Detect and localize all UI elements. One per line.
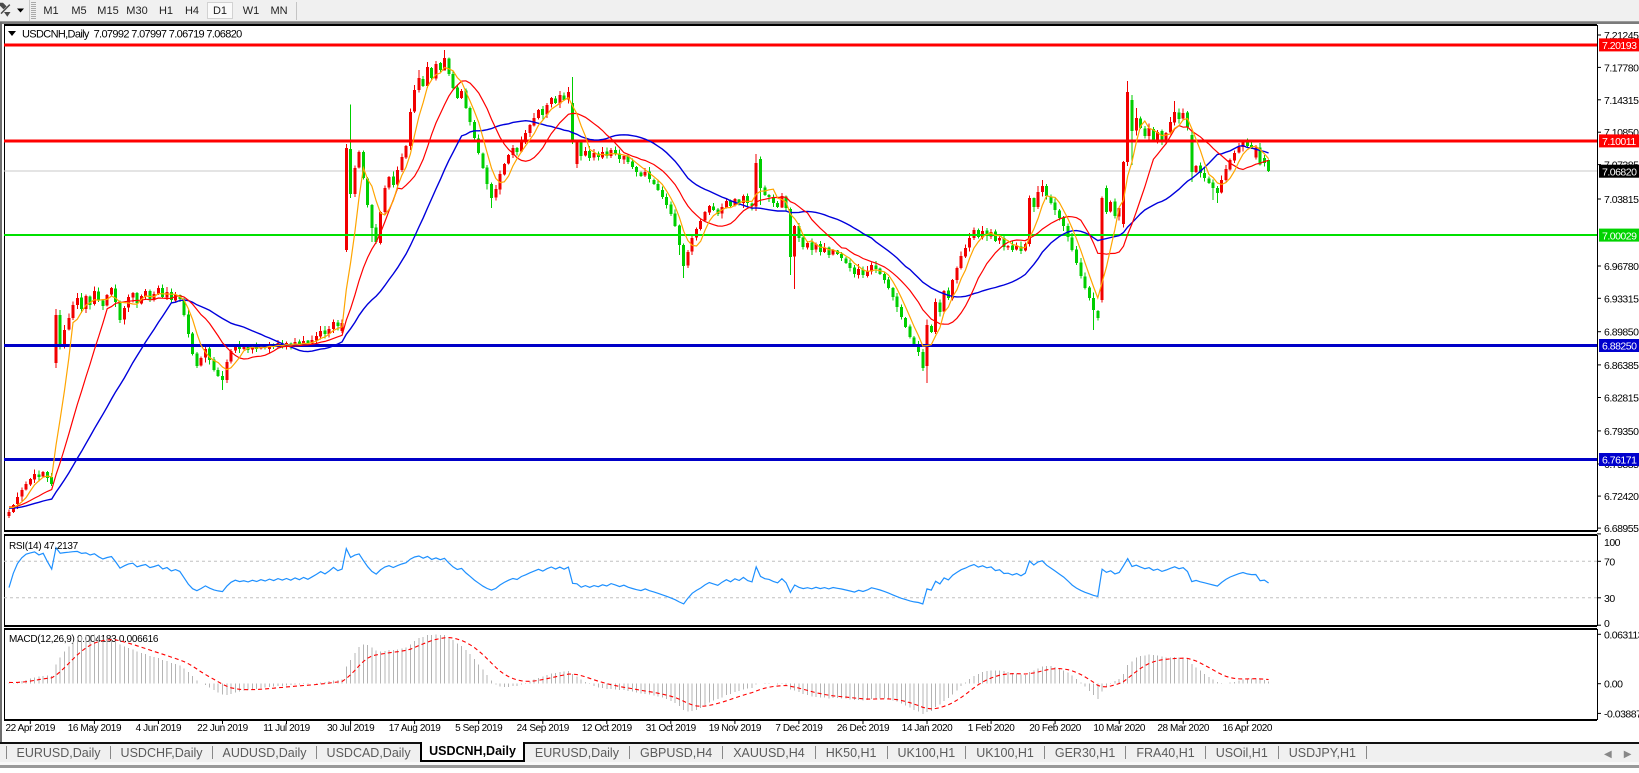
- svg-text:0.063113: 0.063113: [1604, 629, 1639, 641]
- svg-text:6.96780: 6.96780: [1604, 261, 1639, 273]
- svg-text:22 Jun 2019: 22 Jun 2019: [197, 723, 248, 734]
- svg-text:6.89850: 6.89850: [1604, 327, 1639, 339]
- svg-text:17 Aug 2019: 17 Aug 2019: [389, 723, 442, 734]
- svg-text:26 Dec 2019: 26 Dec 2019: [837, 723, 890, 734]
- svg-text:16 Apr 2020: 16 Apr 2020: [1223, 723, 1273, 734]
- svg-text:6.79350: 6.79350: [1604, 426, 1639, 438]
- svg-text:0: 0: [1604, 618, 1610, 630]
- svg-text:20 Feb 2020: 20 Feb 2020: [1029, 723, 1082, 734]
- svg-text:6.86385: 6.86385: [1604, 360, 1639, 372]
- svg-text:6.82815: 6.82815: [1604, 393, 1639, 405]
- svg-text:24 Sep 2019: 24 Sep 2019: [517, 723, 570, 734]
- svg-text:5 Sep 2019: 5 Sep 2019: [455, 723, 503, 734]
- svg-text:10 Mar 2020: 10 Mar 2020: [1093, 723, 1146, 734]
- svg-text:-0.038872: -0.038872: [1604, 708, 1639, 720]
- svg-text:11 Jul 2019: 11 Jul 2019: [263, 723, 310, 734]
- svg-text:12 Oct 2019: 12 Oct 2019: [582, 723, 633, 734]
- svg-text:0.00: 0.00: [1604, 679, 1623, 691]
- svg-text:30: 30: [1604, 593, 1615, 605]
- svg-text:6.88250: 6.88250: [1602, 341, 1637, 353]
- svg-text:7.10011: 7.10011: [1602, 136, 1636, 148]
- svg-text:1 Feb 2020: 1 Feb 2020: [968, 723, 1015, 734]
- svg-text:6.72420: 6.72420: [1604, 491, 1639, 503]
- svg-text:MACD(12,26,9) 0.004183 0.00661: MACD(12,26,9) 0.004183 0.006616: [9, 634, 159, 645]
- svg-text:6.76171: 6.76171: [1602, 455, 1637, 467]
- svg-text:31 Oct 2019: 31 Oct 2019: [646, 723, 697, 734]
- svg-text:7.03815: 7.03815: [1604, 194, 1639, 206]
- svg-text:7.14315: 7.14315: [1604, 95, 1639, 107]
- svg-text:100: 100: [1604, 537, 1621, 549]
- svg-text:16 May 2019: 16 May 2019: [68, 723, 122, 734]
- svg-text:4 Jun 2019: 4 Jun 2019: [136, 723, 182, 734]
- svg-text:RSI(14) 47.2137: RSI(14) 47.2137: [9, 541, 79, 552]
- svg-text:7.00029: 7.00029: [1602, 230, 1637, 242]
- svg-text:70: 70: [1604, 556, 1615, 568]
- svg-text:22 Apr 2019: 22 Apr 2019: [6, 723, 56, 734]
- svg-text:7 Dec 2019: 7 Dec 2019: [775, 723, 823, 734]
- svg-text:7.17780: 7.17780: [1604, 62, 1639, 74]
- svg-text:7.20193: 7.20193: [1602, 40, 1637, 52]
- svg-text:19 Nov 2019: 19 Nov 2019: [709, 723, 762, 734]
- svg-text:28 Mar 2020: 28 Mar 2020: [1157, 723, 1210, 734]
- svg-text:7.06820: 7.06820: [1602, 166, 1637, 178]
- svg-text:6.68955: 6.68955: [1604, 523, 1639, 535]
- svg-text:6.93315: 6.93315: [1604, 293, 1639, 305]
- svg-text:30 Jul 2019: 30 Jul 2019: [327, 723, 375, 734]
- svg-text:USDCNH,Daily 7.07992 7.07997: USDCNH,Daily 7.07992 7.07997 7.06719 7.0…: [22, 29, 242, 41]
- svg-text:14 Jan 2020: 14 Jan 2020: [902, 723, 953, 734]
